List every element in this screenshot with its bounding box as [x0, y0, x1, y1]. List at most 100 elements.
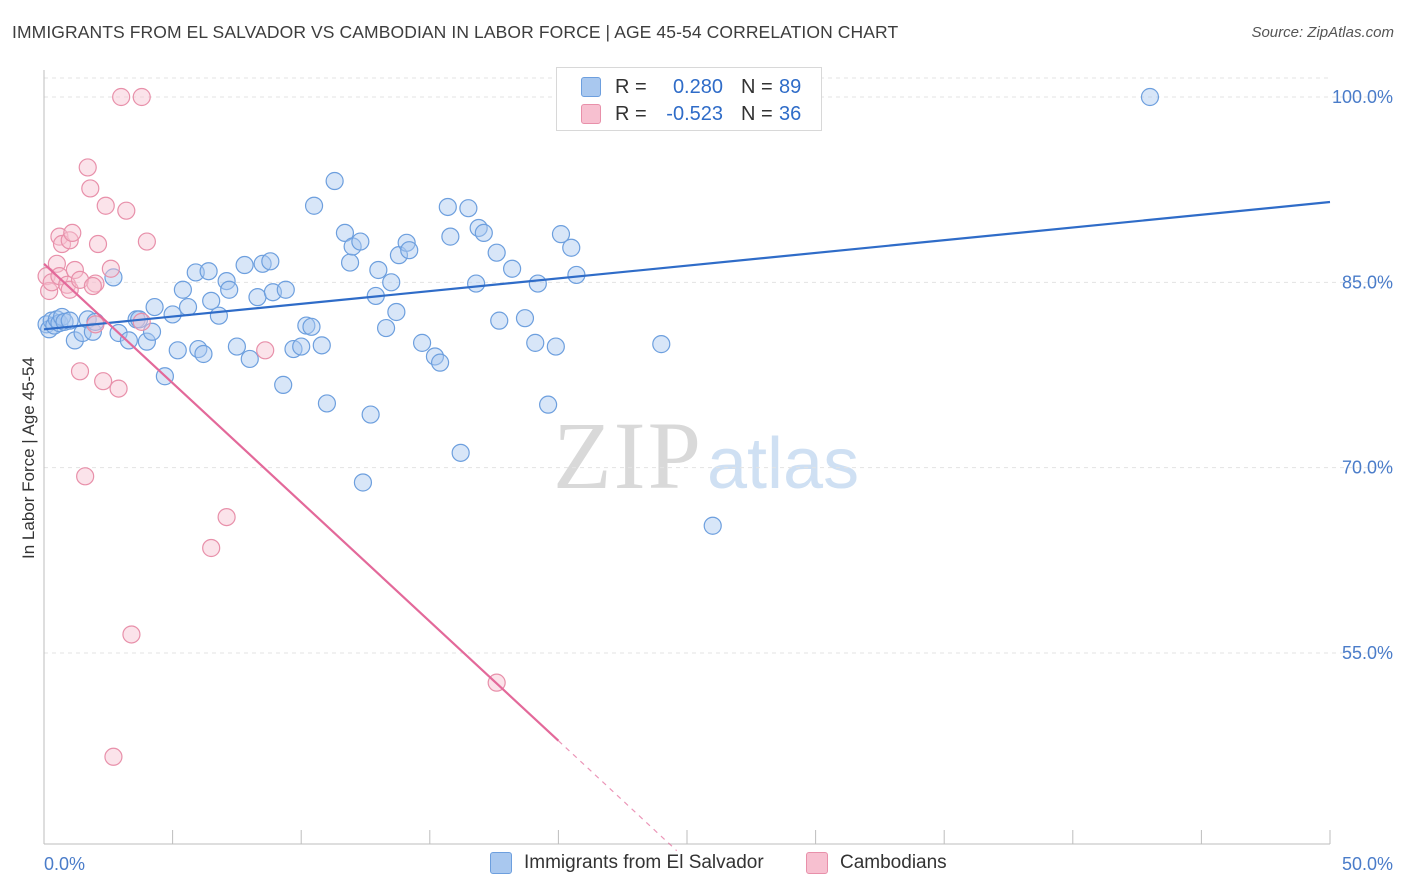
cambodian-point [94, 372, 113, 391]
cambodian-point [132, 312, 151, 331]
cambodian-point [65, 260, 84, 280]
el-salvador-point [400, 241, 419, 260]
el-salvador-point [528, 274, 547, 293]
x-tick-label: 0.0% [44, 854, 85, 874]
legend-n-value: 36 [779, 102, 802, 125]
legend-r-label: R = [615, 102, 647, 125]
el-salvador-point [490, 311, 509, 330]
legend-n-value: 89 [779, 75, 802, 98]
y-axis-label: In Labor Force | Age 45-54 [19, 357, 38, 559]
series-legend-el-salvador: Immigrants from El Salvador [490, 852, 764, 874]
cambodian-point [86, 274, 105, 293]
x-tick-label: 50.0% [1342, 854, 1393, 874]
el-salvador-point [551, 225, 571, 244]
cambodian-point [104, 747, 123, 766]
el-salvador-point [703, 516, 722, 535]
el-salvador-point [539, 395, 558, 414]
el-salvador-point [274, 375, 293, 394]
series-legend-cambodians: Cambodians [806, 852, 947, 874]
el-salvador-point [382, 273, 401, 292]
el-salvador-point [261, 252, 280, 271]
legend-r-label: R = [615, 75, 647, 98]
el-salvador-point [235, 255, 254, 275]
cambodian-point [88, 234, 108, 254]
el-salvador-point [546, 337, 565, 356]
el-salvador-point [186, 263, 205, 282]
cambodian-point [109, 379, 128, 398]
el-salvador-point [451, 443, 470, 462]
legend-n-label: N = [741, 75, 773, 98]
el-salvador-point [240, 349, 259, 369]
el-salvador-point [137, 332, 156, 351]
el-salvador-point [369, 260, 388, 280]
el-salvador-point [1140, 87, 1160, 107]
el-salvador-point [412, 333, 432, 352]
el-salvador-point [276, 280, 295, 299]
el-salvador-point [376, 318, 396, 338]
series-label-cambodians: Cambodians [840, 852, 947, 873]
legend-swatch-cambodians [581, 104, 601, 124]
cambodian-point [70, 362, 90, 381]
y-tick-label: 55.0% [1342, 643, 1393, 663]
legend-r-value: 0.280 [672, 75, 723, 98]
el-salvador-point [335, 223, 355, 243]
cambodian-trendline [43, 262, 560, 742]
el-salvador-point [441, 227, 460, 246]
el-salvador-point [526, 333, 545, 352]
y-tick-label: 70.0% [1342, 458, 1393, 478]
cambodian-point [256, 341, 275, 360]
el-salvador-point [652, 335, 671, 354]
el-salvador-point [438, 197, 457, 217]
chart-title: IMMIGRANTS FROM EL SALVADOR VS CAMBODIAN… [12, 22, 899, 42]
cambodian-point [83, 276, 102, 296]
cambodian-point [81, 179, 100, 198]
cambodian-point [101, 259, 120, 278]
el-salvador-point [487, 243, 506, 262]
el-salvador-point [325, 171, 344, 191]
el-salvador-point [317, 394, 337, 413]
el-salvador-trendline [43, 200, 1331, 331]
correlation-legend: R = 0.280 N = 89 R = -0.523 N = 36 [556, 67, 822, 131]
series-label-el-salvador: Immigrants from El Salvador [524, 852, 764, 873]
cambodian-point [132, 87, 151, 107]
el-salvador-point [145, 297, 164, 317]
el-salvador-point [163, 305, 182, 324]
el-salvador-point [304, 196, 324, 215]
legend-swatch-el-salvador [581, 77, 601, 97]
el-salvador-point [199, 262, 218, 281]
series-legend: Immigrants from El Salvador Cambodians [0, 852, 1406, 878]
el-salvador-point [220, 280, 239, 299]
el-salvador-point [302, 317, 321, 336]
series-swatch-el-salvador [490, 852, 512, 874]
el-salvador-point [397, 233, 416, 252]
cambodian-point [202, 538, 221, 558]
cambodian-point [217, 507, 236, 527]
el-salvador-point [202, 291, 221, 310]
el-salvador-point [351, 232, 370, 251]
cambodian-point [112, 87, 131, 107]
cambodian-point [117, 201, 136, 220]
el-salvador-point [168, 341, 187, 360]
cambodian-point [60, 231, 79, 250]
watermark-zip: ZIP [553, 402, 703, 509]
el-salvador-point [340, 253, 360, 272]
legend-r-value: -0.523 [666, 102, 723, 125]
el-salvador-point [361, 405, 380, 424]
cambodian-trendline-extension [557, 740, 678, 852]
el-salvador-point [227, 337, 246, 356]
el-salvador-point [466, 274, 486, 293]
el-salvador-point [173, 280, 192, 299]
el-salvador-point [248, 288, 267, 307]
y-tick-label: 85.0% [1342, 272, 1393, 292]
el-salvador-point [430, 353, 450, 372]
cambodian-point [137, 232, 156, 251]
el-salvador-point [119, 331, 138, 350]
el-salvador-point [515, 309, 535, 328]
cambodian-point [122, 625, 141, 644]
el-salvador-point [503, 259, 522, 278]
el-salvador-point [459, 199, 478, 218]
legend-row-el-salvador: R = 0.280 N = 89 [581, 74, 801, 100]
el-salvador-point [387, 302, 406, 322]
el-salvador-point [65, 331, 84, 350]
